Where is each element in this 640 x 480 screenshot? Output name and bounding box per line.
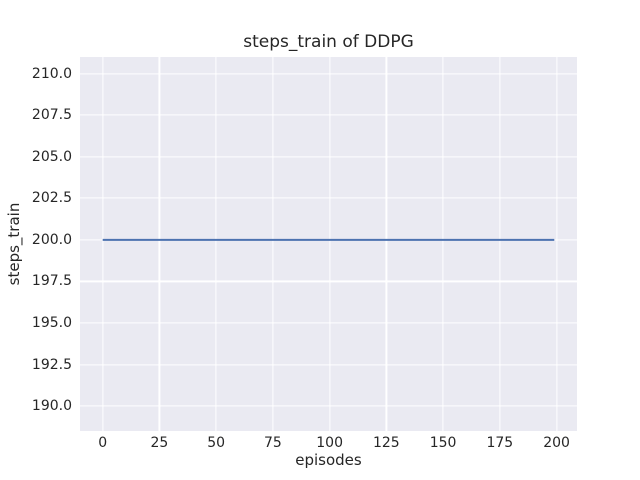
chart-title: steps_train of DDPG <box>243 32 414 52</box>
x-tick-label: 25 <box>150 435 169 451</box>
x-tick-label: 175 <box>486 435 514 451</box>
y-gridline <box>80 156 577 158</box>
y-tick-label: 195.0 <box>31 314 72 331</box>
line-plot <box>80 57 577 431</box>
x-gridline <box>102 57 104 431</box>
x-tick-label: 0 <box>98 435 108 451</box>
y-tick-label: 197.5 <box>31 273 72 290</box>
x-tick-label: 75 <box>263 435 282 451</box>
y-gridline <box>80 322 577 324</box>
y-tick-label: 207.5 <box>31 107 72 124</box>
y-tick-label: 210.0 <box>31 65 72 82</box>
x-gridline <box>442 57 444 431</box>
x-gridline <box>215 57 217 431</box>
x-tick-label: 125 <box>372 435 400 451</box>
x-tick-label: 150 <box>429 435 457 451</box>
x-gridline <box>272 57 274 431</box>
x-gridline <box>158 57 161 431</box>
x-axis-label: episodes <box>295 451 362 469</box>
x-gridline <box>555 57 558 431</box>
x-gridline <box>499 57 501 431</box>
y-gridline <box>80 280 577 282</box>
x-gridline <box>329 57 331 431</box>
y-gridline <box>80 405 577 407</box>
y-gridline <box>80 197 577 199</box>
axes-area: 0 25 50 75 100 125 150 175 200 190.0 192.5 195.0 197… <box>32 57 577 451</box>
x-tick-label: 200 <box>543 435 570 451</box>
x-tick-label: 100 <box>316 435 343 451</box>
y-tick-label: 192.5 <box>31 356 72 373</box>
y-gridline <box>80 114 577 116</box>
x-gridline <box>385 57 387 431</box>
y-axis-label: steps_train <box>5 202 23 286</box>
y-gridline <box>80 363 577 366</box>
y-tick-label: 205.0 <box>31 148 72 165</box>
y-gridline <box>80 73 577 75</box>
y-tick-label: 202.5 <box>31 190 72 207</box>
x-tick-label: 50 <box>207 435 226 451</box>
y-tick-label: 190.0 <box>31 398 72 415</box>
y-tick-label: 200.0 <box>31 231 72 248</box>
